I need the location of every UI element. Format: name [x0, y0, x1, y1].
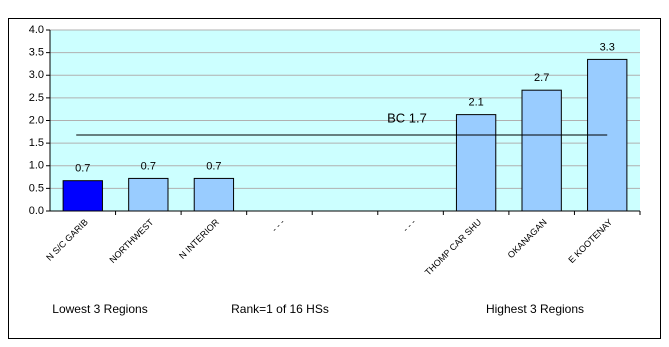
y-tick-label: 3.5	[29, 47, 44, 59]
footer-label: Highest 3 Regions	[486, 302, 584, 316]
value-label: 2.1	[468, 97, 483, 109]
y-tick-label: 1.5	[29, 137, 44, 149]
bar	[128, 177, 169, 212]
reference-label: BC 1.7	[387, 110, 427, 125]
value-label: 0.7	[141, 160, 156, 172]
y-tick-label: 0.0	[29, 205, 44, 217]
y-tick-label: 2.5	[29, 92, 44, 104]
footer-label: Rank=1 of 16 HSs	[231, 302, 329, 316]
bar	[193, 177, 235, 212]
bar	[455, 114, 497, 212]
value-label: 2.7	[534, 72, 549, 84]
y-tick-label: 3.0	[29, 69, 44, 81]
y-tick-label: 1.0	[29, 160, 44, 172]
value-label: 0.7	[206, 160, 221, 172]
footer-label: Lowest 3 Regions	[52, 302, 147, 316]
y-tick-label: 2.0	[29, 114, 44, 126]
y-tick-label: 4.0	[29, 24, 44, 36]
bar	[62, 180, 103, 212]
value-label: 0.7	[75, 163, 90, 175]
bar	[521, 89, 562, 212]
y-tick-label: 0.5	[29, 182, 44, 194]
value-label: 3.3	[600, 41, 615, 53]
